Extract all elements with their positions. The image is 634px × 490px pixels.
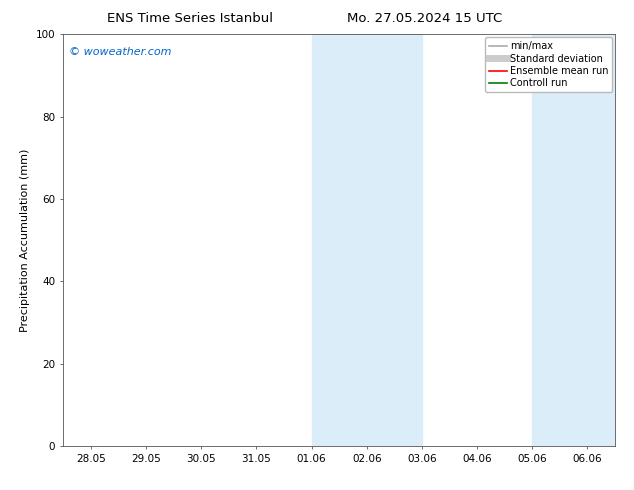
Text: ENS Time Series Istanbul: ENS Time Series Istanbul — [107, 12, 273, 25]
Bar — [533, 34, 615, 446]
Bar — [312, 34, 422, 446]
Text: © woweather.com: © woweather.com — [69, 47, 171, 57]
Y-axis label: Precipitation Accumulation (mm): Precipitation Accumulation (mm) — [20, 148, 30, 332]
Text: Mo. 27.05.2024 15 UTC: Mo. 27.05.2024 15 UTC — [347, 12, 502, 25]
Legend: min/max, Standard deviation, Ensemble mean run, Controll run: min/max, Standard deviation, Ensemble me… — [486, 37, 612, 92]
